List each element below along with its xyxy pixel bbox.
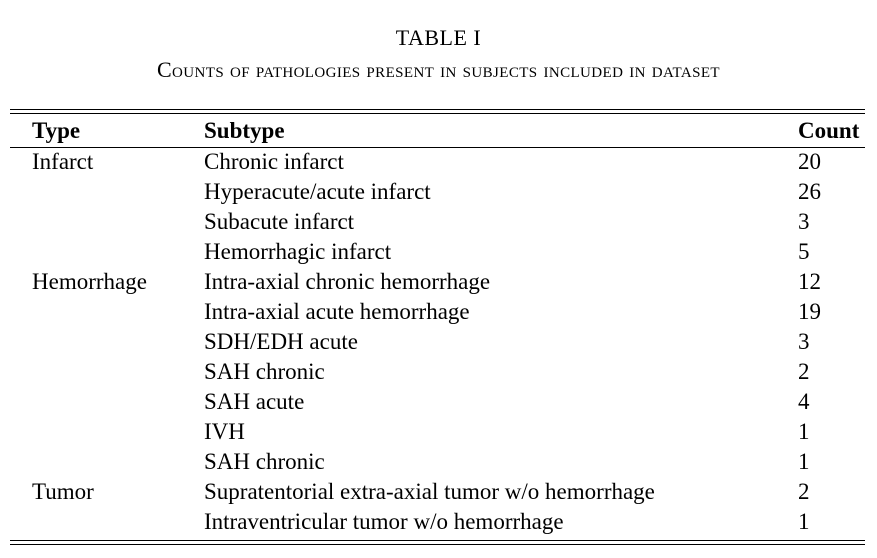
cell-subtype: Hemorrhagic infarct	[204, 239, 392, 264]
cell-count: 1	[798, 449, 810, 474]
cell-subtype: IVH	[204, 419, 245, 444]
cell-type: Tumor	[32, 479, 94, 504]
table-title: Counts of pathologies present in subject…	[156, 57, 720, 82]
cell-subtype: Chronic infarct	[204, 149, 344, 174]
table-row: Hemorrhagic infarct 5	[10, 237, 865, 267]
top-rule-2	[10, 113, 865, 114]
cell-type	[10, 387, 204, 417]
header-rule	[10, 147, 865, 148]
header-subtype: Subtype	[204, 118, 285, 143]
cell-subtype: SAH chronic	[204, 449, 325, 474]
cell-type: Infarct	[32, 149, 94, 174]
cell-subtype: Subacute infarct	[204, 209, 355, 234]
cell-count: 20	[798, 149, 821, 174]
top-rule-1	[10, 109, 865, 110]
cell-count: 2	[798, 479, 810, 504]
table-row: SDH/EDH acute 3	[10, 327, 865, 357]
cell-count: 3	[798, 329, 810, 354]
cell-type	[10, 207, 204, 237]
table-row: Subacute infarct 3	[10, 207, 865, 237]
cell-subtype: Hyperacute/acute infarct	[204, 179, 431, 204]
cell-count: 12	[798, 269, 821, 294]
cell-subtype: Intra-axial acute hemorrhage	[204, 299, 470, 324]
pathology-table: Type Subtype Count Infarct Chronic infar…	[10, 114, 865, 537]
cell-type	[10, 507, 204, 537]
cell-count: 3	[798, 209, 810, 234]
cell-type	[10, 417, 204, 447]
cell-count: 1	[798, 509, 810, 534]
table-label: TABLE I	[395, 25, 482, 50]
cell-type	[10, 357, 204, 387]
cell-type	[10, 237, 204, 267]
table-row: SAH chronic 1	[10, 447, 865, 477]
header-count: Count	[798, 118, 860, 143]
cell-count: 26	[798, 179, 821, 204]
cell-count: 5	[798, 239, 810, 264]
table-row: Tumor Supratentorial extra-axial tumor w…	[10, 477, 865, 507]
cell-type	[10, 327, 204, 357]
header-row: Type Subtype Count	[10, 114, 865, 147]
bottom-rule-2	[10, 544, 865, 545]
cell-type: Hemorrhage	[32, 269, 147, 294]
cell-subtype: SAH acute	[204, 389, 305, 414]
cell-subtype: Intra-axial chronic hemorrhage	[204, 269, 491, 294]
bottom-rule-1	[10, 540, 865, 541]
cell-count: 1	[798, 419, 810, 444]
cell-subtype: SAH chronic	[204, 359, 325, 384]
cell-subtype: Supratentorial extra-axial tumor w/o hem…	[204, 479, 655, 504]
table-row: IVH 1	[10, 417, 865, 447]
table-row: SAH acute 4	[10, 387, 865, 417]
cell-type	[10, 297, 204, 327]
cell-subtype: SDH/EDH acute	[204, 329, 358, 354]
cell-subtype: Intraventricular tumor w/o hemorrhage	[204, 509, 564, 534]
table-row: Hyperacute/acute infarct 26	[10, 177, 865, 207]
table-row: Hemorrhage Intra-axial chronic hemorrhag…	[10, 267, 865, 297]
cell-type	[10, 177, 204, 207]
cell-type	[10, 447, 204, 477]
table-row: Infarct Chronic infarct 20	[10, 147, 865, 177]
table-row: Intra-axial acute hemorrhage 19	[10, 297, 865, 327]
cell-count: 19	[798, 299, 821, 324]
cell-count: 4	[798, 389, 810, 414]
header-type: Type	[32, 118, 81, 143]
table-row: SAH chronic 2	[10, 357, 865, 387]
cell-count: 2	[798, 359, 810, 384]
table-row: Intraventricular tumor w/o hemorrhage 1	[10, 507, 865, 537]
